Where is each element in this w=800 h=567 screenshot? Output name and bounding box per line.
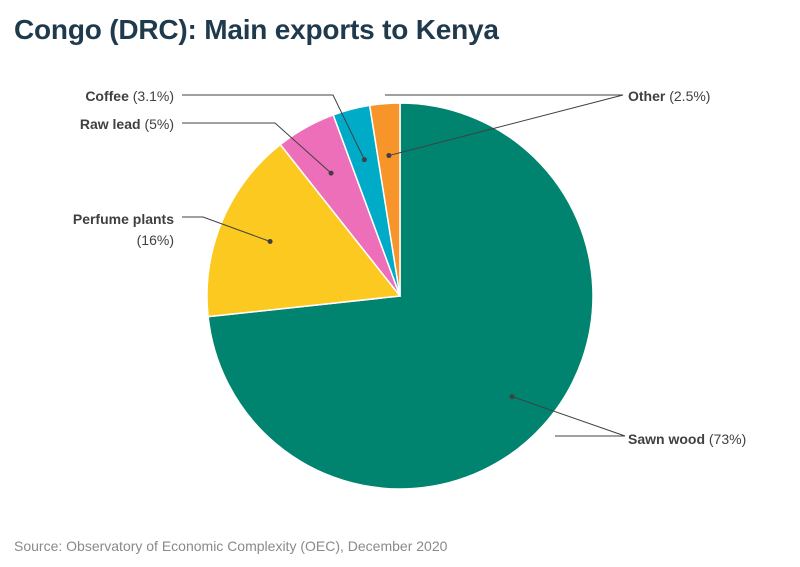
leader-line (182, 122, 332, 174)
leader-dot (386, 153, 392, 159)
slice-percent-perfume-plants: (16%) (137, 232, 174, 248)
slice-label-other: Other (2.5%) (628, 88, 710, 104)
leader-line (182, 94, 365, 160)
slice-label-coffee: Coffee (3.1%) (85, 88, 174, 104)
leader-line (385, 94, 624, 157)
leader-line (182, 216, 271, 242)
leader-line (511, 396, 626, 437)
leader-dot (328, 170, 334, 176)
slice-label-perfume-plants: Perfume plants (73, 211, 174, 227)
chart-title: Congo (DRC): Main exports to Kenya (14, 14, 499, 45)
slice-label-sawn-wood: Sawn wood (73%) (628, 431, 746, 447)
leader-dot (509, 394, 515, 400)
pie-slice-perfume-plants (206, 143, 402, 318)
leader-dot (267, 238, 273, 244)
slice-label-raw-lead: Raw lead (5%) (80, 116, 174, 132)
source-note: Source: Observatory of Economic Complexi… (14, 538, 448, 554)
leader-dot (361, 157, 367, 163)
pie-slice-other (368, 102, 401, 297)
